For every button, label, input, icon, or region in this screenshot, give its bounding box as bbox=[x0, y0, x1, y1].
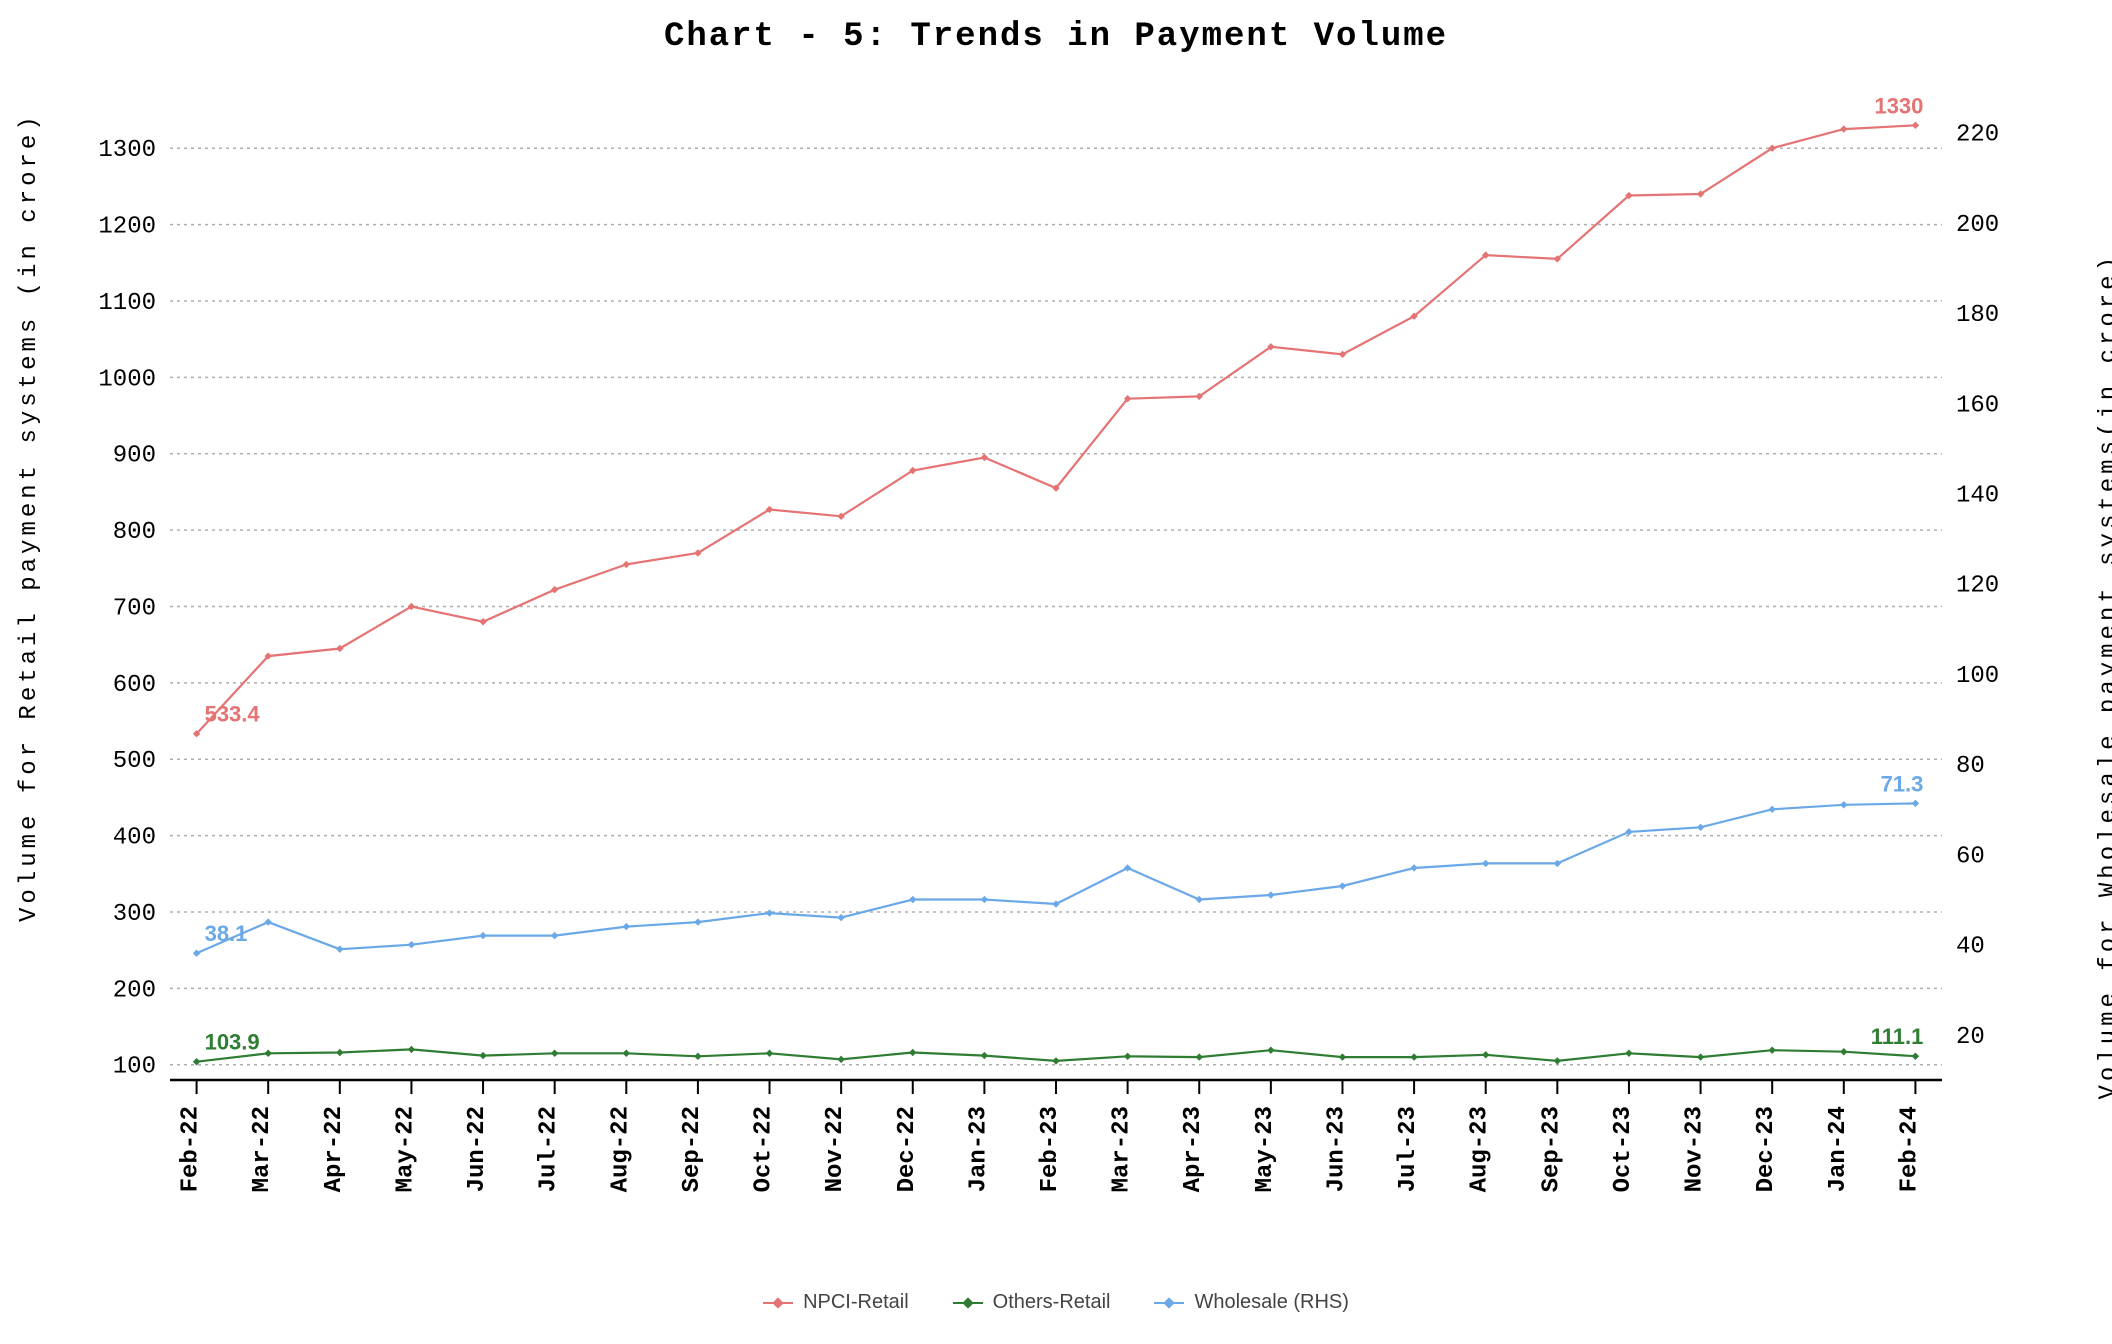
x-tick-label: Oct-22 bbox=[751, 1106, 778, 1192]
svg-text:220: 220 bbox=[1956, 122, 1999, 149]
svg-text:1300: 1300 bbox=[98, 137, 156, 164]
x-tick-label: Jul-22 bbox=[536, 1106, 563, 1192]
chart-legend: NPCI-Retail Others-Retail Wholesale (RHS) bbox=[0, 1287, 2112, 1315]
x-tick-label: Mar-23 bbox=[1109, 1106, 1136, 1192]
legend-swatch-icon bbox=[953, 1302, 983, 1304]
series-start-label-wholesale: 38.1 bbox=[205, 921, 248, 946]
x-tick-label: May-22 bbox=[392, 1106, 419, 1192]
x-tick-label: Jun-23 bbox=[1323, 1106, 1350, 1192]
series-start-label-others_retail: 103.9 bbox=[205, 1030, 260, 1055]
series-start-label-npci_retail: 533.4 bbox=[205, 702, 261, 727]
svg-text:300: 300 bbox=[113, 901, 156, 928]
legend-swatch-icon bbox=[763, 1302, 793, 1304]
x-tick-label: Jan-23 bbox=[965, 1106, 992, 1192]
legend-item-others_retail: Others-Retail bbox=[953, 1291, 1111, 1314]
x-tick-label: Jul-23 bbox=[1395, 1106, 1422, 1192]
x-tick-label: Nov-23 bbox=[1682, 1106, 1709, 1192]
series-line-wholesale bbox=[197, 803, 1916, 953]
chart-container: Chart - 5: Trends in Payment Volume Volu… bbox=[0, 0, 2112, 1344]
x-tick-label: Dec-22 bbox=[894, 1106, 921, 1192]
svg-text:500: 500 bbox=[113, 748, 156, 775]
x-tick-label: Oct-23 bbox=[1610, 1106, 1637, 1192]
x-tick-label: Nov-22 bbox=[822, 1106, 849, 1192]
svg-text:1000: 1000 bbox=[98, 366, 156, 393]
svg-text:120: 120 bbox=[1956, 573, 1999, 600]
x-tick-label: Aug-23 bbox=[1467, 1106, 1494, 1192]
x-tick-label: Mar-22 bbox=[249, 1106, 276, 1192]
svg-text:40: 40 bbox=[1956, 934, 1985, 961]
legend-label: Others-Retail bbox=[993, 1291, 1111, 1314]
svg-text:60: 60 bbox=[1956, 843, 1985, 870]
x-tick-label: Sep-22 bbox=[679, 1106, 706, 1192]
x-tick-label: May-23 bbox=[1252, 1106, 1279, 1192]
x-tick-label: Aug-22 bbox=[607, 1106, 634, 1192]
x-tick-label: Jan-24 bbox=[1825, 1106, 1852, 1192]
svg-text:140: 140 bbox=[1956, 482, 1999, 509]
series-end-label-wholesale: 71.3 bbox=[1881, 771, 1924, 796]
svg-text:200: 200 bbox=[113, 977, 156, 1004]
svg-text:900: 900 bbox=[113, 443, 156, 470]
series-end-label-others_retail: 111.1 bbox=[1871, 1024, 1924, 1049]
chart-svg: 100 200 300 400 500 600 700 800 900 1000 1100 1200 1… bbox=[0, 0, 2112, 1344]
legend-label: Wholesale (RHS) bbox=[1194, 1291, 1348, 1314]
series-end-label-npci_retail: 1330 bbox=[1874, 93, 1923, 118]
x-tick-label: Jun-22 bbox=[464, 1106, 491, 1192]
x-tick-label: Dec-23 bbox=[1753, 1106, 1780, 1192]
svg-text:1100: 1100 bbox=[98, 290, 156, 317]
svg-text:800: 800 bbox=[113, 519, 156, 546]
legend-item-npci_retail: NPCI-Retail bbox=[763, 1291, 909, 1314]
svg-text:100: 100 bbox=[113, 1054, 156, 1081]
svg-text:100: 100 bbox=[1956, 663, 1999, 690]
x-tick-label: Sep-23 bbox=[1538, 1106, 1565, 1192]
legend-item-wholesale: Wholesale (RHS) bbox=[1154, 1291, 1348, 1314]
x-tick-label: Feb-22 bbox=[178, 1106, 205, 1192]
svg-text:700: 700 bbox=[113, 595, 156, 622]
svg-text:20: 20 bbox=[1956, 1024, 1985, 1051]
x-tick-label: Apr-23 bbox=[1180, 1106, 1207, 1192]
series-line-npci_retail bbox=[197, 125, 1916, 733]
svg-text:80: 80 bbox=[1956, 753, 1985, 780]
x-tick-label: Apr-22 bbox=[321, 1106, 348, 1192]
svg-text:200: 200 bbox=[1956, 212, 1999, 239]
svg-text:600: 600 bbox=[113, 672, 156, 699]
svg-text:1200: 1200 bbox=[98, 214, 156, 241]
x-tick-label: Feb-24 bbox=[1896, 1106, 1923, 1192]
svg-text:400: 400 bbox=[113, 825, 156, 852]
svg-text:180: 180 bbox=[1956, 302, 1999, 329]
svg-text:160: 160 bbox=[1956, 392, 1999, 419]
legend-label: NPCI-Retail bbox=[803, 1291, 909, 1314]
x-tick-label: Feb-23 bbox=[1037, 1106, 1064, 1192]
legend-swatch-icon bbox=[1154, 1302, 1184, 1304]
